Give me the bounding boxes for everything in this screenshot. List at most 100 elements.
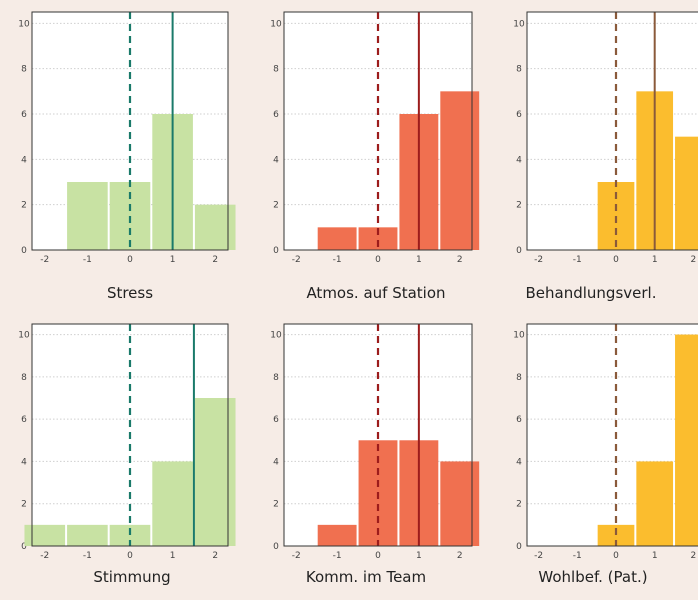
x-tick-label: 1	[416, 255, 422, 265]
x-tick-label: 0	[127, 551, 133, 561]
x-tick-label: -2	[40, 551, 49, 561]
x-tick-label: -1	[333, 551, 342, 561]
plot-frame	[526, 323, 698, 547]
y-tick-label: 6	[21, 110, 27, 120]
y-tick-label: 0	[516, 542, 522, 552]
histogram-bar	[67, 524, 108, 546]
x-tick-label: -2	[534, 551, 543, 561]
y-tick-label: 8	[516, 65, 522, 75]
y-tick-label: 6	[273, 110, 279, 120]
x-tick-label: 2	[457, 255, 463, 265]
x-tick-label: 2	[212, 551, 218, 561]
histogram-bar	[358, 227, 398, 250]
x-tick-label: 0	[375, 551, 381, 561]
x-tick-label: -2	[292, 551, 301, 561]
chart-caption: Atmos. auf Station	[306, 284, 446, 302]
y-tick-label: 4	[273, 457, 279, 467]
histogram-mood: 0 2 4 6 8 10 -2 -1 0 1 2	[18, 323, 236, 561]
x-tick-label: 1	[416, 551, 422, 561]
x-tick-label: 1	[170, 551, 176, 561]
x-tick-label: 2	[691, 255, 697, 265]
y-tick-label: 4	[21, 457, 27, 467]
chart-caption: Behandlungsverl.	[525, 284, 657, 302]
chart-caption: Komm. im Team	[305, 568, 427, 586]
chart-caption: Stimmung	[93, 568, 171, 586]
y-tick-label: 4	[273, 155, 279, 165]
x-tick-label: 1	[652, 551, 658, 561]
y-tick-label: 8	[21, 65, 27, 75]
histogram-bar	[675, 136, 698, 250]
histogram-bar	[440, 91, 480, 250]
chart-panel-atmosphere: 0 2 4 6 8 10 -2 -1 0 1 2 Atmos. auf Station	[262, 8, 480, 308]
y-tick-label: 0	[21, 246, 27, 256]
chart-panel-stress: 0 2 4 6 8 10 -2 -1 0 1 2 Stress	[10, 8, 236, 308]
y-tick-label: 2	[21, 201, 27, 211]
y-tick-label: 4	[21, 155, 27, 165]
y-tick-label: 10	[18, 331, 30, 341]
x-tick-label: -2	[292, 255, 301, 265]
x-tick-label: -1	[573, 551, 582, 561]
x-tick-label: -2	[40, 255, 49, 265]
x-tick-label: 2	[457, 551, 463, 561]
histogram-bar	[194, 398, 236, 546]
y-tick-label: 0	[273, 246, 279, 256]
x-tick-label: 0	[127, 255, 133, 265]
x-tick-label: -1	[333, 255, 342, 265]
y-tick-label: 2	[273, 201, 279, 211]
y-tick-label: 6	[516, 415, 522, 425]
chart-panel-communication: 0 2 4 6 8 10 -2 -1 0 1 2 Komm. im Team	[262, 320, 480, 600]
plot-frame	[283, 323, 473, 547]
y-tick-label: 8	[273, 65, 279, 75]
y-tick-label: 6	[273, 415, 279, 425]
chart-panel-wellbeing: 0 2 4 6 8 10 -2 -1 0 1 2 Wohlbef. (Pat.)	[505, 320, 698, 600]
histogram-bar	[317, 524, 357, 546]
y-tick-label: 8	[516, 373, 522, 383]
y-tick-label: 8	[21, 373, 27, 383]
x-tick-label: 2	[212, 255, 218, 265]
histogram-bar	[597, 524, 635, 546]
histogram-bar	[440, 461, 480, 546]
y-tick-label: 6	[21, 415, 27, 425]
plot-frame	[526, 11, 698, 251]
y-tick-label: 4	[516, 155, 522, 165]
y-tick-label: 10	[270, 331, 282, 341]
histogram-bar	[317, 227, 357, 250]
x-tick-label: -2	[534, 255, 543, 265]
histogram-communication: 0 2 4 6 8 10 -2 -1 0 1 2	[270, 323, 480, 561]
plot-frame	[31, 323, 229, 547]
y-tick-label: 2	[21, 500, 27, 510]
y-tick-label: 4	[516, 457, 522, 467]
histogram-bar	[194, 204, 236, 250]
x-tick-label: 0	[375, 255, 381, 265]
y-tick-label: 10	[18, 19, 30, 29]
histogram-bar	[24, 524, 66, 546]
x-tick-label: 1	[652, 255, 658, 265]
plot-frame	[31, 11, 229, 251]
y-tick-label: 0	[273, 542, 279, 552]
histogram-treatment: 0 2 4 6 8 10 -2 -1 0 1 2	[513, 11, 698, 265]
y-tick-label: 2	[273, 500, 279, 510]
histogram-atmosphere: 0 2 4 6 8 10 -2 -1 0 1 2	[270, 11, 480, 265]
y-tick-label: 0	[21, 542, 27, 552]
y-tick-label: 0	[516, 246, 522, 256]
chart-panel-mood: 0 2 4 6 8 10 -2 -1 0 1 2 Stimmung	[10, 320, 236, 600]
x-tick-label: 0	[613, 551, 619, 561]
y-tick-label: 2	[516, 500, 522, 510]
histogram-bar	[67, 182, 108, 250]
x-tick-label: 2	[691, 551, 697, 561]
plot-frame	[283, 11, 473, 251]
y-tick-label: 10	[513, 331, 525, 341]
x-tick-label: -1	[83, 551, 92, 561]
y-tick-label: 10	[513, 19, 525, 29]
y-tick-label: 2	[516, 201, 522, 211]
chart-panel-treatment: 0 2 4 6 8 10 -2 -1 0 1 2 Behandlungsverl.	[505, 8, 698, 308]
y-tick-label: 8	[273, 373, 279, 383]
histogram-stress: 0 2 4 6 8 10 -2 -1 0 1 2	[18, 11, 236, 265]
chart-caption: Wohlbef. (Pat.)	[538, 568, 648, 586]
x-tick-label: 0	[613, 255, 619, 265]
histogram-bar	[152, 461, 193, 546]
x-tick-label: -1	[83, 255, 92, 265]
histogram-bar	[636, 461, 674, 546]
y-tick-label: 6	[516, 110, 522, 120]
